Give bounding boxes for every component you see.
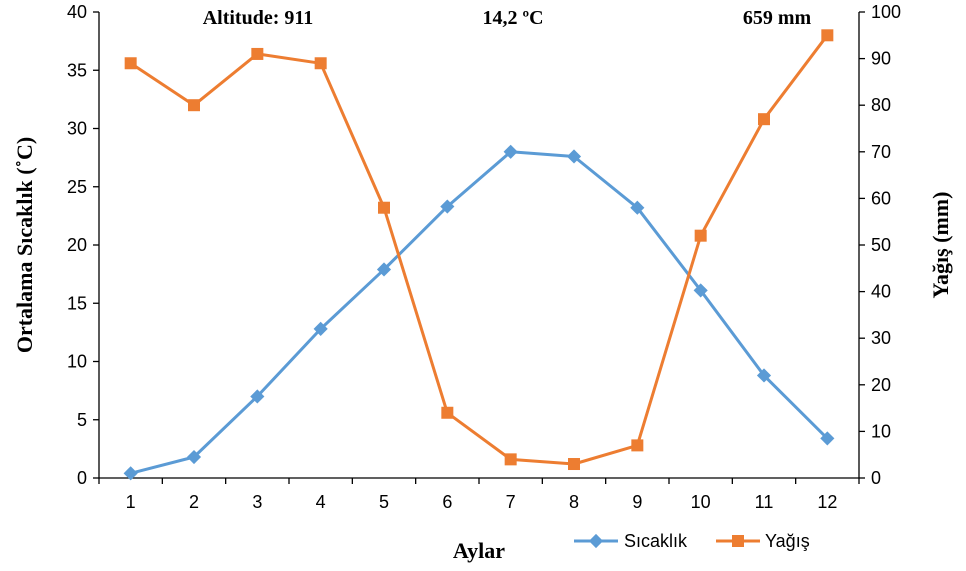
y-right-tick-label: 100 (871, 2, 901, 22)
y-axis-left-title: Ortalama Sıcaklık (˚C) (12, 137, 37, 353)
point-sicaklik (756, 368, 772, 383)
legend-label-yagis: Yağış (765, 531, 810, 551)
x-tick-label: 6 (442, 492, 452, 512)
x-tick-label: 12 (817, 492, 837, 512)
point-sicaklik (440, 199, 455, 214)
point-yagis (504, 453, 517, 466)
point-sicaklik (376, 262, 392, 277)
x-axis-title: Aylar (453, 538, 505, 563)
point-sicaklik (693, 283, 708, 298)
point-yagis (314, 57, 327, 70)
x-tick-label: 5 (379, 492, 389, 512)
point-sicaklik (250, 389, 265, 404)
point-sicaklik (630, 200, 645, 215)
x-tick-label: 7 (506, 492, 516, 512)
y-right-tick-label: 30 (871, 328, 891, 348)
y-right-tick-label: 0 (871, 468, 881, 488)
point-sicaklik (566, 149, 582, 164)
y-left-tick-label: 10 (67, 352, 87, 372)
series-line-yagis (129, 34, 829, 466)
legend: Sıcaklık Yağış (574, 531, 810, 551)
y-right-tick-label: 10 (871, 421, 891, 441)
y-left-tick-label: 25 (67, 177, 87, 197)
y-left-tick-label: 15 (67, 293, 87, 313)
y-left-tick-label: 5 (77, 410, 87, 430)
point-yagis (694, 229, 707, 242)
annotation-total-precipitation: 659 mm (743, 7, 812, 29)
point-yagis (124, 57, 137, 70)
y-right-tick-label: 80 (871, 95, 891, 115)
point-yagis (758, 113, 770, 126)
y-right-tick-label: 40 (871, 282, 891, 302)
x-tick-label: 8 (569, 492, 579, 512)
legend-label-sicaklik: Sıcaklık (624, 531, 688, 551)
series-layer (123, 29, 835, 481)
x-tick-label: 11 (755, 492, 774, 512)
annotation-altitude: Altitude: 911 (203, 7, 314, 29)
y-right-tick-label: 20 (871, 375, 891, 395)
x-tick-label: 10 (691, 492, 711, 512)
y-axis-right-title: Yağış (mm) (928, 192, 953, 299)
x-tick-label: 9 (632, 492, 642, 512)
x-tick-label: 2 (189, 492, 199, 512)
point-yagis (821, 29, 834, 42)
point-sicaklik (186, 449, 202, 465)
y-left-tick-label: 0 (77, 468, 87, 488)
point-yagis (568, 458, 580, 471)
y-left-tick-label: 30 (67, 119, 87, 139)
series-line-sicaklik (130, 150, 829, 475)
y-right-tick-label: 60 (871, 188, 891, 208)
point-yagis (441, 406, 454, 419)
y-left-tick-label: 20 (67, 235, 87, 255)
y-left-tick-label: 40 (67, 2, 87, 22)
point-sicaklik (820, 431, 835, 446)
point-yagis (378, 201, 390, 214)
point-sicaklik (313, 321, 328, 336)
legend-marker-yagis (732, 535, 744, 547)
y-right-tick-label: 70 (871, 142, 891, 162)
axes (93, 11, 865, 484)
point-yagis (251, 47, 264, 60)
legend-marker-sicaklik (588, 533, 604, 549)
x-tick-label: 4 (316, 492, 326, 512)
y-right-tick-label: 50 (871, 235, 891, 255)
point-yagis (631, 439, 644, 452)
y-left-tick-label: 35 (67, 60, 87, 80)
x-tick-label: 1 (126, 492, 136, 512)
annotation-mean-temperature: 14,2 ºC (482, 7, 543, 29)
y-right-tick-label: 90 (871, 49, 891, 69)
point-yagis (188, 99, 200, 112)
x-tick-label: 3 (252, 492, 262, 512)
